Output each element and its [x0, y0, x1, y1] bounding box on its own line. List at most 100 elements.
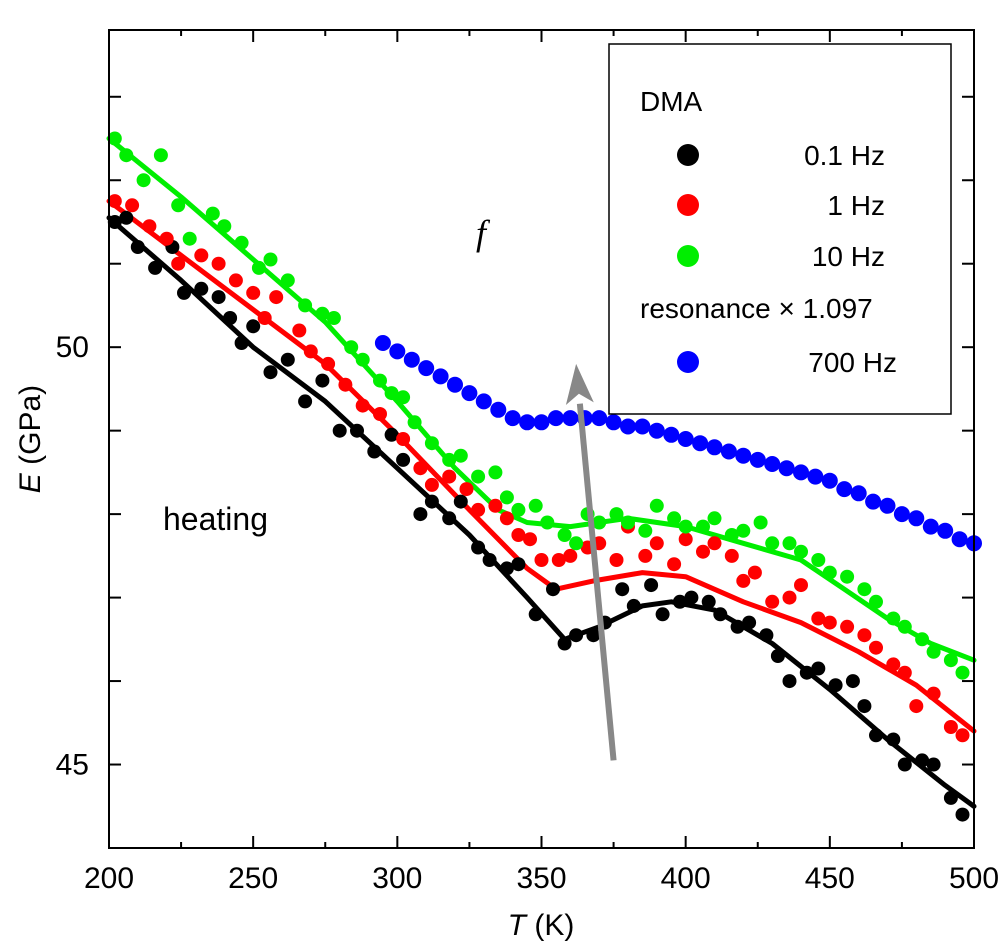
point-series-3-25 [735, 447, 752, 464]
point-series-2-39 [678, 519, 693, 534]
y-axis-title: E (GPa) [14, 385, 47, 493]
point-series-3-15 [591, 410, 608, 427]
point-series-1-21 [459, 482, 474, 497]
y-axis-unit: (GPa) [14, 385, 47, 473]
point-series-2-44 [753, 515, 768, 530]
point-series-2-16 [355, 352, 370, 367]
point-series-0-45 [770, 649, 785, 663]
point-series-0-5 [177, 285, 191, 300]
point-series-1-9 [257, 311, 272, 325]
point-series-1-48 [840, 619, 855, 634]
point-series-1-22 [471, 502, 486, 517]
point-series-1-27 [534, 553, 549, 567]
point-series-1-51 [886, 657, 901, 672]
point-series-3-16 [605, 414, 622, 431]
point-series-1-29 [563, 548, 578, 563]
point-series-3-32 [836, 481, 853, 498]
point-series-3-5 [447, 376, 463, 393]
point-series-0-12 [280, 352, 295, 367]
point-series-2-30 [557, 528, 572, 542]
x-tick-label-250: 250 [228, 862, 278, 895]
point-series-2-31 [569, 536, 584, 551]
point-series-0-38 [672, 594, 687, 609]
point-series-1-35 [649, 536, 664, 551]
point-series-3-28 [778, 460, 795, 477]
point-series-0-51 [857, 699, 872, 714]
point-series-0-56 [926, 757, 941, 772]
point-series-2-33 [592, 515, 607, 530]
point-series-2-48 [811, 553, 826, 567]
point-series-1-0 [107, 194, 122, 209]
frequency-arrow-label: f [476, 213, 491, 253]
point-series-0-24 [471, 540, 486, 555]
point-series-1-17 [396, 432, 411, 446]
point-series-1-10 [269, 290, 284, 305]
arrow-shaft [576, 403, 617, 761]
y-tick-label-50: 50 [56, 331, 89, 364]
point-series-3-10 [519, 414, 536, 431]
point-series-2-15 [344, 340, 359, 355]
point-series-1-25 [511, 528, 526, 542]
x-axis-title: T (K) [508, 909, 575, 942]
point-series-1-38 [696, 544, 710, 559]
point-series-2-4 [171, 198, 186, 213]
point-series-2-20 [407, 415, 422, 430]
point-series-2-10 [263, 252, 278, 267]
point-series-0-3 [148, 260, 163, 275]
point-series-0-23 [453, 494, 468, 509]
point-series-3-7 [475, 393, 492, 410]
fit-curve-series-1 [106, 198, 977, 734]
point-series-2-11 [280, 273, 295, 288]
point-series-2-26 [499, 490, 514, 505]
point-series-0-21 [424, 494, 439, 509]
point-series-0-53 [886, 732, 901, 747]
point-series-3-1 [389, 343, 406, 360]
point-series-1-2 [142, 219, 157, 234]
point-series-3-40 [951, 531, 968, 548]
heating-label: heating [163, 501, 268, 537]
point-series-1-6 [211, 256, 226, 271]
point-series-1-37 [678, 532, 693, 547]
point-series-2-23 [453, 448, 468, 463]
point-series-2-54 [897, 619, 912, 634]
point-series-2-9 [251, 260, 266, 275]
point-series-2-42 [724, 528, 739, 542]
point-series-1-18 [413, 461, 428, 476]
legend-dma-header: DMA [640, 86, 703, 117]
point-series-2-56 [926, 644, 941, 659]
point-series-0-41 [713, 607, 728, 622]
point-series-3-8 [490, 401, 507, 418]
point-series-3-27 [764, 456, 781, 472]
point-series-0-29 [546, 582, 560, 597]
point-series-1-14 [338, 377, 353, 392]
legend-resonance-header: resonance × 1.097 [640, 293, 873, 324]
point-series-2-24 [471, 469, 486, 484]
point-series-2-43 [736, 523, 751, 538]
point-series-0-37 [655, 607, 670, 622]
point-series-2-19 [396, 390, 411, 405]
legend-label-1hz: 1 Hz [827, 190, 885, 221]
point-series-3-37 [908, 510, 925, 527]
point-series-3-3 [418, 360, 435, 377]
point-series-2-58 [955, 665, 970, 680]
point-series-2-25 [488, 465, 503, 480]
point-series-2-35 [621, 515, 635, 530]
point-series-1-40 [724, 548, 739, 563]
point-series-1-50 [869, 640, 883, 655]
point-series-2-22 [442, 452, 457, 467]
point-series-3-19 [648, 422, 665, 439]
point-series-2-57 [943, 653, 958, 668]
point-series-2-36 [638, 523, 653, 538]
x-tick-label-350: 350 [516, 862, 566, 895]
legend-label-10hz: 10 Hz [812, 241, 885, 272]
point-series-2-37 [649, 498, 664, 513]
point-series-0-25 [482, 553, 497, 567]
y-axis-var: E [14, 472, 47, 493]
point-series-1-20 [442, 469, 457, 484]
legend-box [608, 43, 952, 415]
point-series-0-28 [528, 607, 543, 622]
point-series-0-42 [730, 619, 745, 634]
point-series-2-12 [298, 298, 313, 313]
point-series-3-12 [547, 410, 564, 427]
point-series-0-20 [413, 507, 428, 522]
